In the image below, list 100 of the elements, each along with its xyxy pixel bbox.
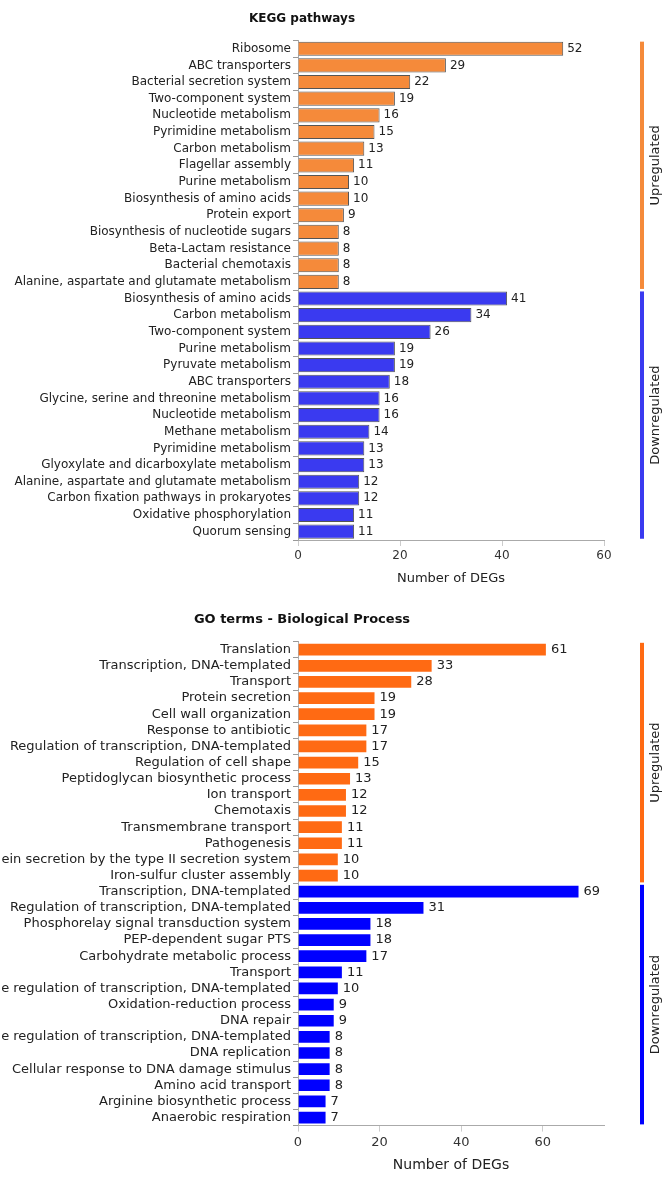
data-label: 8 [342, 240, 351, 255]
y-tick-label: Biosynthesis of amino acids [124, 190, 291, 205]
data-label: 28 [416, 673, 433, 689]
data-label: 12 [363, 473, 379, 488]
data-label: 18 [375, 915, 392, 931]
y-tick-label: Regulation of transcription, DNA-templated [9, 737, 291, 753]
y-tick-label: Carbon fixation pathways in prokaryotes [47, 490, 291, 505]
data-label: 19 [398, 340, 415, 355]
y-tick-label: Carbon metabolism [173, 140, 291, 155]
data-label: 15 [363, 753, 380, 769]
data-label: 22 [414, 74, 430, 89]
y-tick-label: Quorum sensing [192, 523, 291, 538]
y-tick-label: Ribosome [231, 40, 291, 55]
x-tick-label: 60 [596, 548, 612, 563]
y-tick-label: Pyruvate metabolism [163, 357, 291, 372]
data-label: 14 [373, 423, 389, 438]
y-tick-label: Transport [228, 963, 291, 979]
data-label: 10 [353, 190, 369, 205]
data-label: 34 [475, 307, 491, 322]
data-label: 7 [330, 1108, 339, 1124]
data-label: 10 [342, 850, 360, 866]
data-label: 31 [428, 899, 446, 915]
y-tick-label: Anaerobic respiration [151, 1108, 291, 1124]
y-tick-label: Biosynthesis of nucleotide sugars [89, 224, 291, 239]
y-tick-label: Glycine, serine and threonine metabolism [39, 390, 291, 405]
data-label: 9 [338, 995, 347, 1011]
y-tick-label: Peptidoglycan biosynthetic process [61, 770, 292, 786]
y-tick-label: Transcription, DNA-templated [98, 883, 291, 899]
data-label: 13 [368, 440, 384, 455]
y-tick-label: Purine metabolism [178, 174, 291, 189]
y-tick-label: Protein export [206, 207, 292, 222]
data-label: 11 [346, 834, 364, 850]
data-label: 8 [334, 1060, 343, 1076]
y-tick-label: Protein secretion [181, 689, 291, 705]
data-label: 13 [368, 140, 384, 155]
y-tick-label: Pathogenesis [204, 834, 292, 850]
data-label: 17 [371, 947, 388, 963]
y-tick-label: Carbohydrate metabolic process [79, 947, 292, 963]
data-label: 15 [378, 124, 394, 139]
data-label: 10 [353, 174, 369, 189]
y-tick-label: Arginine biosynthetic process [99, 1092, 292, 1108]
y-tick-label: Nucleotide metabolism [152, 107, 291, 122]
y-tick-label: Response to antibiotic [146, 721, 291, 737]
x-tick-label: 20 [392, 548, 408, 563]
y-tick-label: Alanine, aspartate and glutamate metabolism [14, 274, 291, 288]
x-tick-label: 0 [294, 548, 302, 563]
data-label: 52 [567, 40, 583, 55]
y-tick-label: Ion transport [206, 786, 291, 802]
x-tick-label: 0 [293, 1133, 303, 1149]
y-tick-label: Pyrimidine metabolism [152, 440, 291, 455]
y-tick-label: Iron-sulfur cluster assembly [110, 866, 292, 882]
chart-title: GO terms - Biological Process [193, 611, 411, 627]
y-tick-label: Amino acid transport [154, 1076, 291, 1092]
y-tick-label: ABC transporters [188, 57, 291, 72]
y-tick-label: Carbon metabolism [173, 307, 291, 322]
y-tick-label: Chemotaxis [213, 802, 292, 818]
data-label: 7 [330, 1092, 339, 1108]
y-tick-label: Cellular response to DNA damage stimulus [12, 1060, 292, 1076]
data-label: 13 [355, 770, 372, 786]
x-tick-label: 40 [452, 1133, 470, 1149]
text: Downregulated [647, 365, 663, 465]
data-label: 13 [368, 457, 384, 472]
x-axis-title: Number of DEGs [396, 569, 506, 585]
y-tick-label: DNA replication [189, 1044, 291, 1060]
y-tick-label: DNA repair [220, 1012, 292, 1028]
text: Downregulated [647, 954, 663, 1055]
data-label: 11 [346, 963, 364, 979]
x-tick-label: 40 [494, 548, 510, 563]
y-tick-label: Transcription, DNA-templated [98, 657, 291, 673]
data-label: 11 [358, 157, 374, 172]
y-tick-label: Oxidation-reduction process [107, 995, 292, 1011]
y-tick-label: Bacterial secretion system [131, 74, 291, 89]
y-tick-label: Pyrimidine metabolism [152, 124, 291, 139]
data-label: 41 [511, 290, 527, 305]
data-label: 16 [383, 107, 399, 122]
y-tick-label: Two-component system [147, 90, 291, 105]
data-label: 8 [342, 257, 351, 272]
y-tick-label: Nucleotide metabolism [152, 407, 291, 422]
data-label: 9 [338, 1012, 347, 1028]
y-tick-label: Regulation of transcription, DNA-templated [9, 899, 291, 915]
y-tick-label: e regulation of transcription, DNA-templated [1, 979, 291, 995]
text: Upregulated [647, 125, 663, 206]
y-tick-label: Purine metabolism [178, 340, 291, 355]
y-tick-label: Transmembrane transport [120, 818, 291, 834]
y-tick-label: Cell wall organization [151, 705, 291, 721]
y-tick-label: Translation [219, 641, 291, 657]
data-label: 61 [550, 641, 568, 657]
y-tick-label: PEP-dependent sugar PTS [123, 931, 291, 947]
data-label: 11 [358, 523, 374, 538]
data-label: 10 [342, 866, 360, 882]
y-tick-label: ABC transporters [188, 373, 291, 388]
data-label: 17 [371, 737, 388, 753]
data-label: 19 [398, 357, 415, 372]
y-tick-label: Phosphorelay signal transduction system [23, 915, 291, 931]
x-tick-label: 60 [534, 1133, 552, 1149]
data-label: 29 [449, 57, 466, 72]
data-label: 11 [358, 507, 374, 522]
y-tick-label: Flagellar assembly [178, 157, 291, 172]
y-tick-label: ein secretion by the type II secretion system [1, 850, 291, 866]
y-tick-label: Oxidative phosphorylation [132, 507, 291, 522]
